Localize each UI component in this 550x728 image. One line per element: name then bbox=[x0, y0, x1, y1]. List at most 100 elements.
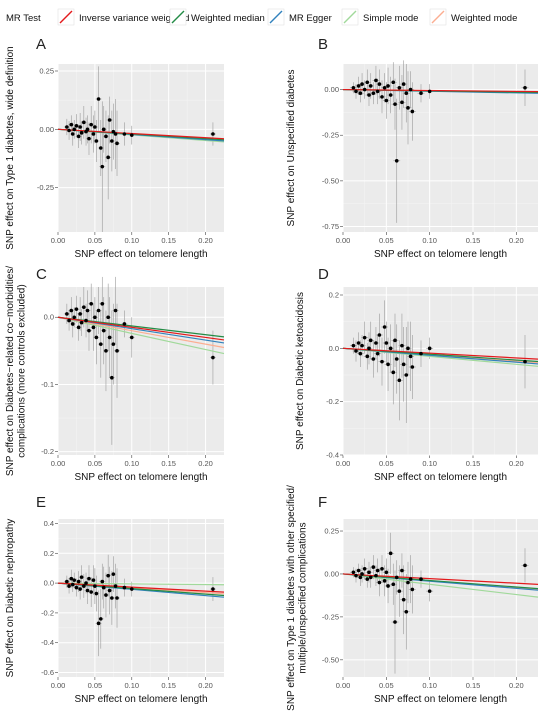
data-point bbox=[106, 155, 110, 160]
data-point bbox=[360, 343, 364, 348]
legend-key-line bbox=[269, 10, 283, 24]
data-point bbox=[427, 589, 432, 593]
data-point bbox=[404, 373, 409, 377]
y-tick-label: 0.0 bbox=[44, 579, 54, 588]
data-point bbox=[419, 577, 423, 581]
y-axis-label: SNP effect on Type 1 diabetes, wide defi… bbox=[5, 46, 16, 249]
data-point bbox=[94, 335, 99, 340]
x-axis-label: SNP effect on telomere length bbox=[74, 472, 207, 483]
mr-line-ivw bbox=[342, 88, 539, 93]
data-point bbox=[115, 596, 119, 600]
data-point bbox=[377, 580, 382, 585]
y-tick-label: -0.4 bbox=[326, 451, 339, 460]
panel-c: 0.00 0.05 0.10 0.15 0.20 -0.2 -0.1 0.0 C SNP effe… bbox=[5, 266, 225, 483]
data-point bbox=[400, 568, 404, 573]
data-point bbox=[384, 341, 389, 345]
data-point bbox=[69, 308, 74, 313]
data-point bbox=[386, 84, 390, 88]
data-point bbox=[91, 325, 96, 330]
data-point bbox=[377, 333, 382, 337]
data-point bbox=[391, 80, 396, 85]
data-point bbox=[401, 597, 406, 602]
x-tick-label: 0.05 bbox=[88, 236, 103, 245]
legend-item: Inverse variance weighted bbox=[57, 8, 189, 26]
y-tick-label: 0.4 bbox=[44, 519, 54, 528]
panel-label: B bbox=[318, 36, 328, 53]
data-point bbox=[89, 302, 93, 306]
legend-title: MR Test bbox=[6, 13, 41, 24]
data-point bbox=[351, 85, 356, 90]
data-point bbox=[115, 141, 119, 146]
x-tick-label: 0.15 bbox=[161, 459, 176, 468]
legend-item: MR Egger bbox=[267, 8, 332, 26]
y-tick-label: 0.25 bbox=[324, 527, 339, 536]
data-point bbox=[211, 587, 215, 591]
data-point bbox=[382, 325, 387, 329]
data-point bbox=[98, 617, 103, 621]
data-point bbox=[106, 315, 110, 320]
data-point bbox=[371, 357, 376, 361]
data-point bbox=[110, 375, 114, 380]
legend: MR Test Inverse variance weighted Weighte… bbox=[6, 8, 517, 26]
data-point bbox=[523, 359, 527, 364]
data-point bbox=[351, 343, 356, 348]
data-point bbox=[404, 609, 409, 614]
data-point bbox=[67, 128, 71, 133]
data-point bbox=[85, 127, 90, 132]
data-point bbox=[98, 146, 103, 150]
data-point bbox=[96, 621, 101, 626]
x-tick-label: 0.15 bbox=[466, 681, 481, 690]
data-point bbox=[351, 570, 356, 575]
data-point bbox=[410, 109, 415, 114]
x-tick-label: 0.10 bbox=[124, 459, 139, 468]
data-point bbox=[393, 102, 397, 106]
data-point bbox=[354, 573, 358, 578]
x-tick-label: 0.15 bbox=[161, 681, 176, 690]
y-tick-label: -0.2 bbox=[41, 608, 54, 617]
data-point bbox=[523, 85, 527, 90]
data-point bbox=[211, 355, 215, 360]
data-point bbox=[368, 84, 373, 88]
data-point bbox=[393, 620, 397, 624]
mr-line-simple bbox=[57, 316, 225, 355]
data-point bbox=[380, 359, 384, 364]
plot-background bbox=[343, 287, 538, 455]
x-tick-label: 0.15 bbox=[466, 459, 481, 468]
data-point bbox=[384, 570, 389, 575]
data-point bbox=[76, 579, 81, 584]
data-point bbox=[523, 563, 527, 568]
data-point bbox=[67, 318, 71, 323]
y-tick-label: -0.2 bbox=[326, 397, 339, 406]
data-point bbox=[365, 577, 370, 581]
data-point bbox=[365, 80, 370, 85]
x-tick-label: 0.00 bbox=[336, 459, 351, 468]
data-point bbox=[79, 131, 84, 135]
data-point bbox=[382, 85, 387, 90]
data-point bbox=[76, 134, 81, 139]
data-point bbox=[85, 588, 90, 593]
data-point bbox=[388, 346, 393, 351]
x-tick-label: 0.05 bbox=[379, 459, 394, 468]
data-point bbox=[356, 568, 361, 573]
legend-label: Inverse variance weighted bbox=[79, 13, 189, 24]
data-point bbox=[397, 85, 402, 90]
y-tick-label: -0.2 bbox=[41, 447, 54, 456]
data-point bbox=[362, 567, 367, 571]
x-axis-label: SNP effect on telomere length bbox=[74, 694, 207, 705]
data-point bbox=[360, 572, 364, 576]
data-point bbox=[107, 335, 112, 340]
data-point bbox=[107, 118, 112, 122]
data-point bbox=[82, 305, 86, 309]
data-point bbox=[74, 585, 79, 590]
data-point bbox=[93, 125, 97, 129]
data-point bbox=[65, 579, 69, 584]
x-tick-label: 0.15 bbox=[466, 236, 481, 245]
y-tick-label: 0.00 bbox=[324, 85, 339, 94]
data-point bbox=[397, 589, 402, 593]
data-point bbox=[87, 576, 91, 581]
plot-background bbox=[343, 519, 538, 677]
data-point bbox=[72, 315, 77, 320]
y-axis-label: SNP effect on Diabetic nephropathy bbox=[5, 519, 16, 678]
x-tick-label: 0.00 bbox=[336, 236, 351, 245]
